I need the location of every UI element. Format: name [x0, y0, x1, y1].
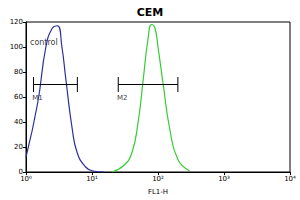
- svg-text:120: 120: [10, 18, 23, 26]
- svg-text:FL1-H: FL1-H: [148, 188, 168, 196]
- svg-text:80: 80: [14, 68, 23, 76]
- svg-text:10²: 10²: [152, 175, 164, 183]
- svg-text:0: 0: [18, 168, 23, 176]
- svg-text:10⁰: 10⁰: [20, 175, 32, 183]
- svg-text:10⁴: 10⁴: [284, 175, 296, 183]
- svg-text:M2: M2: [117, 94, 128, 102]
- svg-text:CEM: CEM: [137, 6, 164, 19]
- svg-text:100: 100: [10, 43, 23, 51]
- svg-text:40: 40: [14, 118, 23, 126]
- svg-text:60: 60: [14, 93, 23, 101]
- svg-text:20: 20: [14, 143, 23, 151]
- svg-text:10³: 10³: [218, 175, 230, 183]
- svg-text:control: control: [30, 38, 58, 47]
- svg-text:10¹: 10¹: [86, 175, 98, 183]
- svg-text:M1: M1: [32, 94, 43, 102]
